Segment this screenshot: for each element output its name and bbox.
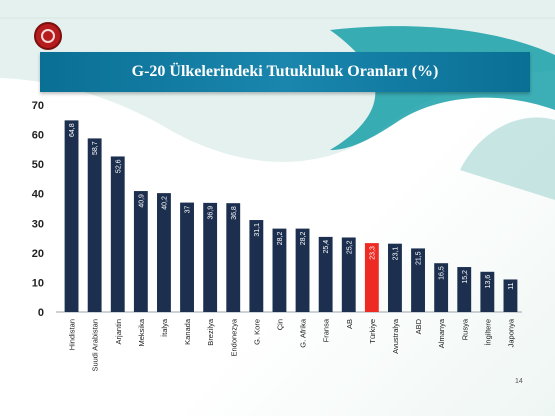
bar — [411, 248, 425, 312]
x-tick-label: Suudi Arabistan — [91, 319, 100, 372]
bar-value-label: 21,5 — [416, 251, 423, 265]
logo-icon — [34, 22, 62, 50]
bar-value-label: 25,2 — [346, 240, 353, 254]
x-tick-label: Brezilya — [206, 318, 215, 346]
bar-value-label: 36,8 — [231, 206, 238, 220]
bar — [341, 237, 356, 312]
x-tick-label: İtalya — [160, 318, 169, 337]
x-tick-label: Rusya — [460, 318, 469, 340]
bar — [480, 271, 495, 312]
bar-value-label: 36,9 — [208, 206, 215, 220]
bar-value-label: 64,8 — [69, 123, 76, 137]
bar — [364, 243, 379, 312]
bar-value-label: 11 — [508, 282, 515, 289]
bar — [295, 228, 310, 312]
bar — [226, 203, 241, 312]
x-tick-label: G. Kore — [252, 319, 261, 345]
bar-value-label: 58,7 — [92, 141, 99, 155]
bar — [157, 193, 171, 312]
x-tick-label: Çin — [275, 319, 284, 330]
bar — [388, 243, 402, 312]
bar — [87, 138, 102, 312]
bar — [434, 263, 449, 312]
x-tick-label: Japonya — [506, 318, 515, 347]
x-tick-label: Kanada — [183, 318, 192, 345]
x-tick-label: Arjantin — [114, 319, 123, 344]
bar — [180, 202, 194, 312]
bar — [503, 279, 518, 312]
bar — [64, 120, 79, 313]
bar-value-label: 28,2 — [300, 232, 307, 246]
bar — [203, 202, 218, 312]
page-number: 14 — [515, 378, 523, 385]
bar-value-label: 40,9 — [138, 194, 145, 208]
bar — [249, 220, 264, 312]
x-tick-label: Hindistan — [68, 319, 77, 350]
x-tick-label: Avustralya — [391, 318, 400, 354]
bar-value-label: 37 — [185, 205, 192, 213]
bar-value-label: 40,2 — [161, 196, 168, 210]
x-tick-label: Endonezya — [229, 318, 238, 356]
y-tick-label: 10 — [32, 277, 44, 289]
x-tick-label: G. Afrika — [299, 318, 308, 348]
x-tick-label: Meksika — [137, 318, 146, 346]
bar-value-label: 31,1 — [254, 223, 261, 237]
bar-value-label: 16,5 — [439, 266, 446, 280]
bar-value-label: 23,3 — [369, 246, 376, 260]
bar-value-label: 25,4 — [323, 240, 330, 254]
x-tick-label: ABD — [414, 318, 423, 334]
bar-value-label: 28,2 — [277, 232, 284, 246]
bar-value-label: 23,1 — [392, 247, 399, 261]
title-band: G-20 Ülkelerindeki Tutukluluk Oranları (… — [40, 52, 530, 92]
y-tick-label: 40 — [32, 189, 44, 201]
chart-title: G-20 Ülkelerindeki Tutukluluk Oranları (… — [131, 63, 439, 80]
bar-value-label: 15,2 — [462, 270, 469, 284]
bar — [110, 156, 125, 312]
y-tick-label: 70 — [32, 100, 44, 112]
bar-value-label: 13,6 — [485, 275, 492, 289]
bar-value-label: 52,6 — [115, 159, 122, 173]
x-tick-label: Fransa — [322, 318, 331, 342]
y-tick-label: 0 — [38, 307, 44, 319]
x-tick-label: AB — [345, 319, 354, 329]
x-tick-label: Almanya — [437, 318, 446, 348]
y-tick-label: 50 — [32, 159, 44, 171]
bar — [318, 236, 333, 312]
bar — [133, 191, 148, 312]
y-tick-label: 60 — [32, 130, 44, 142]
bar — [457, 267, 472, 312]
x-tick-label: İngiltere — [483, 319, 492, 346]
bar — [272, 228, 287, 312]
x-tick-label: Türkiye — [368, 319, 377, 344]
y-tick-label: 30 — [32, 218, 44, 230]
y-tick-label: 20 — [32, 248, 44, 260]
